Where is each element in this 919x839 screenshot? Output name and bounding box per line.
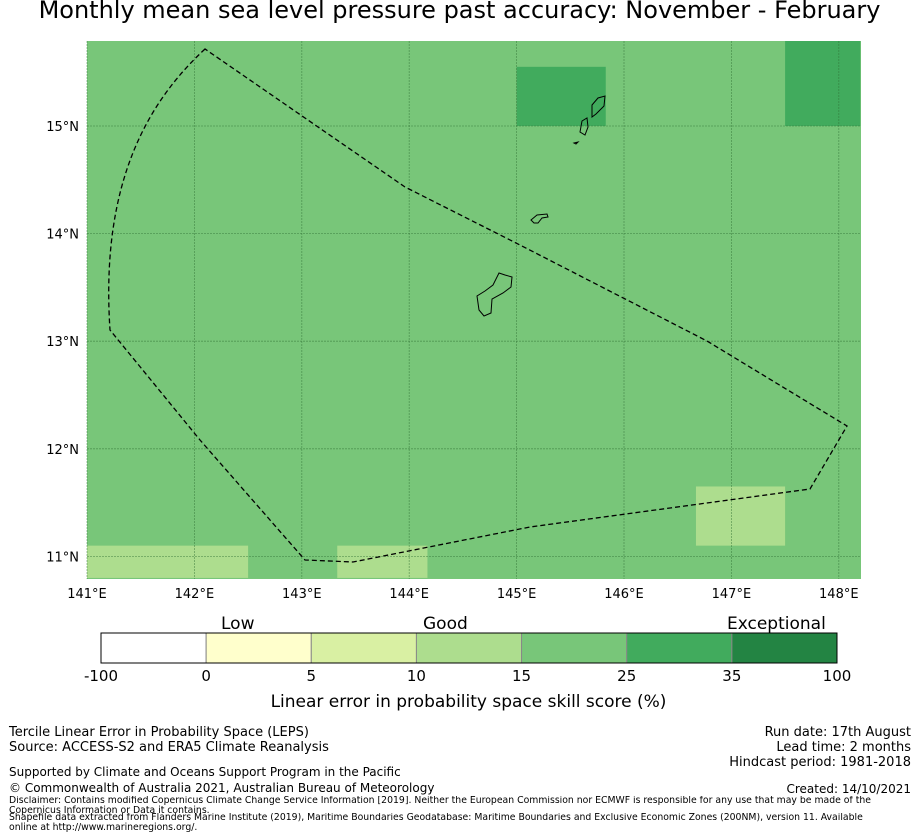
shapefile-text: Shapefile data extracted from Flanders M… — [9, 813, 863, 833]
rota-island — [530, 213, 549, 224]
category-good-label: Good — [423, 614, 468, 634]
lat-tick-label: 15°N — [46, 120, 79, 135]
colorbar-segment — [731, 632, 838, 664]
category-exceptional-label: Exceptional — [727, 614, 826, 634]
created-text: Created: 14/10/2021 — [786, 782, 911, 796]
colorbar-frame — [100, 632, 838, 664]
disclaimer-text: Disclaimer: Contains modified Copernicus… — [9, 796, 871, 816]
colorbar-tick-label: 5 — [306, 667, 317, 685]
graticule — [86, 41, 861, 579]
guam-island — [476, 272, 513, 317]
skill-cell-1 — [785, 41, 861, 126]
lon-tick-label: 147°E — [712, 587, 752, 600]
tinian-island — [579, 117, 589, 136]
colorbar-segment — [626, 632, 733, 664]
copyright-text: © Commonwealth of Australia 2021, Austra… — [9, 781, 435, 795]
run-date-text: Run date: 17th August — [764, 725, 911, 740]
eez-boundary — [108, 48, 848, 563]
colorbar-tick-label: 10 — [406, 667, 426, 685]
colorbar-tick-label: 100 — [822, 667, 852, 685]
lat-tick-label: 13°N — [46, 335, 79, 350]
longitude-labels: 141°E 142°E 143°E 144°E 145°E 146°E 147°E 148°E — [67, 587, 858, 600]
skill-cell-3 — [87, 545, 249, 578]
supported-text: Supported by Climate and Oceans Support … — [9, 765, 401, 779]
skill-cell-0 — [516, 66, 606, 126]
map-figure: 15°N 14°N 13°N 12°N 11°N 141°E 142°E 143°E 144°… — [46, 41, 861, 600]
colorbar-segment — [415, 632, 523, 664]
lon-tick-label: 145°E — [497, 587, 537, 600]
colorbar-title: Linear error in probability space skill … — [270, 692, 667, 712]
lon-tick-label: 142°E — [175, 587, 215, 600]
lead-time-text: Lead time: 2 months — [776, 740, 911, 755]
latitude-labels: 15°N 14°N 13°N 12°N 11°N — [46, 120, 79, 565]
lon-tick-label: 141°E — [67, 587, 107, 600]
colorbar-tick-label: 0 — [201, 667, 211, 685]
colorbar-segment — [100, 632, 207, 664]
colorbar-segment — [205, 632, 312, 664]
skill-cell-2 — [695, 486, 786, 546]
lon-tick-label: 148°E — [819, 587, 859, 600]
lon-tick-label: 144°E — [389, 587, 429, 600]
colorbar-tick-label: 35 — [722, 667, 742, 685]
skill-grid — [87, 41, 861, 579]
lat-tick-label: 11°N — [46, 550, 79, 565]
method-text: Tercile Linear Error in Probability Spac… — [9, 725, 309, 740]
category-low-label: Low — [221, 614, 255, 634]
colorbar-tick-label: 25 — [617, 667, 637, 685]
saipan-island — [591, 95, 606, 118]
lon-tick-label: 143°E — [282, 587, 322, 600]
lat-tick-label: 14°N — [46, 228, 79, 243]
hindcast-text: Hindcast period: 1981-2018 — [729, 755, 911, 770]
lon-tick-label: 146°E — [604, 587, 644, 600]
aguijan-islet — [572, 141, 580, 145]
lat-tick-label: 12°N — [46, 443, 79, 458]
source-text: Source: ACCESS-S2 and ERA5 Climate Reana… — [9, 740, 329, 755]
skill-cell-4 — [337, 545, 428, 578]
colorbar — [100, 632, 838, 664]
colorbar-tick-label: 15 — [512, 667, 532, 685]
colorbar-segment — [310, 632, 417, 664]
colorbar-tick-label: -100 — [83, 667, 119, 685]
colorbar-segment — [521, 632, 628, 664]
islands — [476, 95, 606, 317]
chart-title: Monthly mean sea level pressure past acc… — [38, 0, 881, 24]
